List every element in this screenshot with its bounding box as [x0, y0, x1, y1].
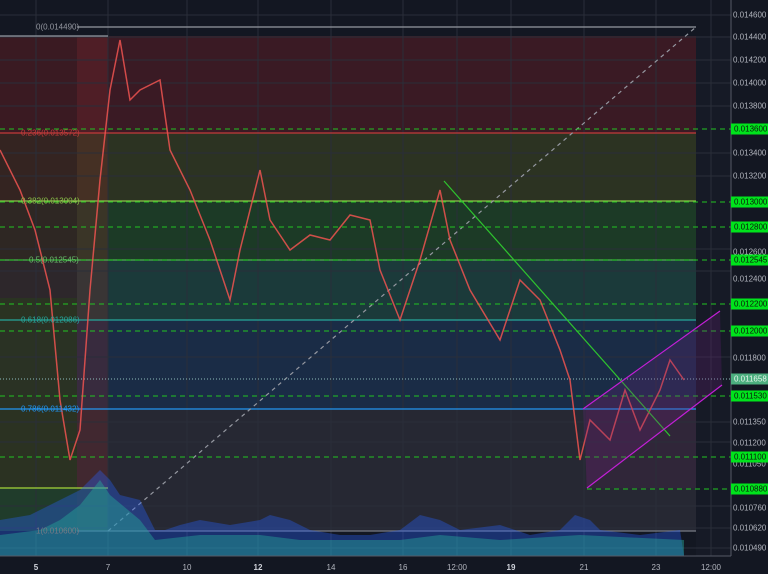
time-tick: 7 [105, 563, 111, 572]
fib-label-0: 0(0.014490) [36, 22, 80, 32]
grid-lines [0, 0, 731, 556]
price-candles [0, 39, 685, 461]
price-tick: 0.013200 [733, 171, 767, 181]
volume-histogram [0, 470, 684, 556]
time-tick: 23 [651, 563, 661, 572]
fib-zones [0, 36, 731, 556]
price-tick: 0.012600 [733, 247, 767, 257]
price-tick: 0.014200 [733, 55, 767, 65]
price-tick: 0.014000 [733, 78, 767, 88]
price-tick: 0.011350 [733, 417, 766, 427]
level-badge[interactable]: 0.013600 [731, 123, 768, 135]
price-tick: 0.013800 [733, 101, 767, 111]
fib-level-lines [0, 26, 697, 532]
time-tick: 16 [398, 563, 408, 572]
time-tick: 21 [579, 563, 589, 572]
horizontal-levels [0, 128, 731, 490]
fib-label-05: 0.5(0.012545) [29, 255, 79, 265]
channel-upper-line[interactable] [582, 310, 721, 410]
level-badge[interactable]: 0.011530 [731, 390, 768, 402]
level-badge[interactable]: 0.013000 [731, 196, 768, 208]
fib-label-0786: 0.786(0.011432) [21, 404, 80, 414]
fib-label-0618: 0.618(0.012086) [21, 315, 80, 325]
fib-label-0236: 0.236(0.013572) [21, 128, 80, 138]
price-tick: 0.014600 [733, 10, 767, 20]
time-tick: 12:00 [446, 563, 468, 572]
channel-lower-line[interactable] [586, 384, 723, 489]
time-tick: 12:00 [700, 563, 722, 572]
current-price-badge: 0.011658 [731, 373, 768, 385]
price-tick: 0.010760 [733, 503, 767, 513]
price-tick: 0.011200 [733, 438, 766, 448]
price-tick: 0.014400 [733, 32, 767, 42]
price-tick: 0.011050 [733, 459, 766, 469]
level-badge[interactable]: 0.012800 [731, 221, 768, 233]
price-tick: 0.013400 [733, 148, 767, 158]
price-tick: 0.010490 [733, 543, 767, 553]
ascending-channel-fill [583, 311, 722, 488]
fib-label-1: 1(0.010600) [36, 526, 80, 536]
descending-trendline[interactable] [443, 180, 671, 437]
price-tick: 0.010620 [733, 523, 767, 533]
level-badge[interactable]: 0.012000 [731, 325, 768, 337]
level-badge[interactable]: 0.011100 [731, 451, 768, 463]
level-badge[interactable]: 0.012200 [731, 298, 768, 310]
fib-label-0382: 0.382(0.013004) [21, 196, 80, 206]
price-tick: 0.011800 [733, 353, 766, 363]
time-tick: 5 [33, 563, 39, 572]
level-badge[interactable]: 0.010880 [731, 483, 768, 495]
time-tick: 12 [253, 563, 263, 572]
time-tick: 14 [326, 563, 336, 572]
price-tick: 0.012400 [733, 274, 767, 284]
level-badge[interactable]: 0.012545 [731, 254, 768, 266]
time-tick: 19 [506, 563, 516, 572]
time-tick: 10 [182, 563, 192, 572]
